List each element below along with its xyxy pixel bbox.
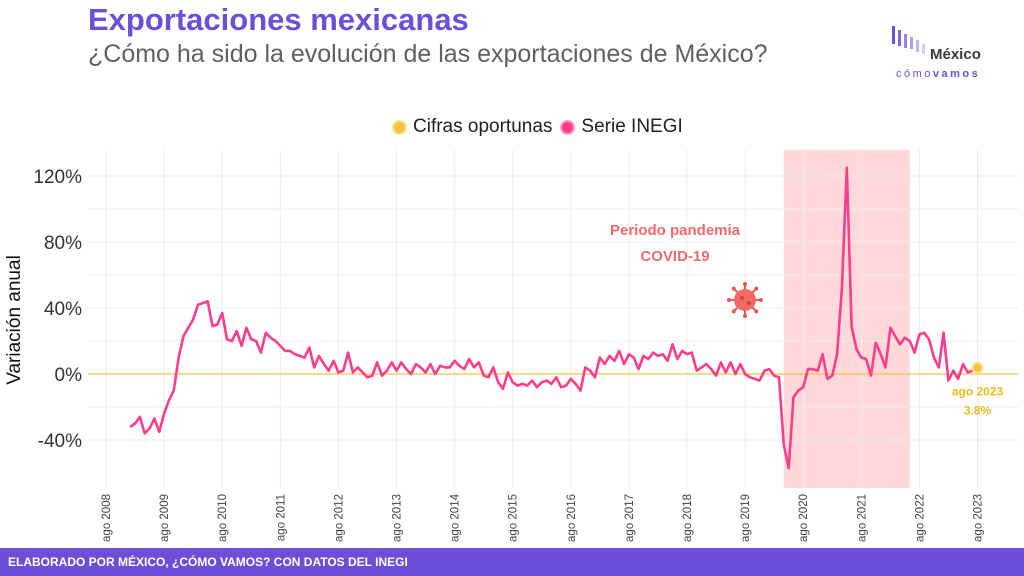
annotation-pandemic-line1: Periodo pandemia	[610, 222, 741, 239]
virus-icon	[727, 282, 763, 318]
page-subtitle: ¿Cómo ha sido la evolución de las export…	[88, 40, 768, 68]
y-tick-label: 120%	[33, 167, 82, 188]
x-tick-label: ago 2012	[333, 494, 345, 542]
logo-tagline: cómovamos	[896, 68, 981, 80]
legend-dot-icon	[392, 119, 407, 135]
x-tick-label: ago 2019	[740, 494, 752, 542]
logo-word: México	[930, 46, 981, 63]
y-tick-label: 40%	[44, 299, 82, 320]
x-tick-label: ago 2010	[217, 494, 229, 542]
logo: México cómovamos	[892, 24, 1002, 84]
y-axis-label: Variación anual	[4, 255, 25, 385]
line-chart: Variación anual -40% 0% 40% 80% 120% ago 200…	[4, 150, 1018, 542]
y-tick-label: -40%	[38, 431, 82, 452]
legend-label: Cifras oportunas	[413, 116, 553, 137]
x-tick-label: ago 2015	[508, 494, 520, 542]
annotation-pandemic-line2: COVID-19	[640, 248, 709, 265]
x-tick-label: ago 2011	[275, 494, 287, 541]
chart-legend: Cifras oportunas Serie INEGI	[392, 116, 691, 138]
x-tick-label: ago 2022	[914, 494, 926, 542]
x-tick-label: ago 2009	[159, 494, 171, 542]
logo-bars-icon	[892, 26, 925, 54]
legend-item-cifras-oportunas: Cifras oportunas	[392, 116, 552, 138]
x-tick-label: ago 2014	[450, 493, 462, 542]
chart-grid	[88, 150, 1018, 488]
x-tick-label: ago 2008	[101, 494, 113, 542]
page-title: Exportaciones mexicanas	[88, 2, 469, 37]
x-tick-label: ago 2016	[566, 494, 578, 542]
legend-label: Serie INEGI	[581, 116, 683, 137]
x-tick-label: ago 2017	[624, 494, 636, 542]
point-label-value: 3.8%	[964, 404, 992, 418]
point-cifras-oportunas	[971, 361, 984, 374]
point-label-date: ago 2023	[952, 385, 1004, 399]
x-tick-label: ago 2023	[973, 494, 985, 542]
footer-credit: ELABORADO POR MÉXICO, ¿CÓMO VAMOS? CON D…	[0, 548, 1024, 576]
x-tick-label: ago 2021	[856, 494, 868, 542]
x-tick-label: ago 2020	[798, 494, 810, 542]
x-tick-label: ago 2013	[392, 494, 404, 542]
x-tick-label: ago 2018	[682, 494, 694, 542]
legend-dot-icon	[560, 119, 576, 135]
legend-item-serie-inegi: Serie INEGI	[560, 116, 683, 138]
y-tick-label: 0%	[55, 365, 83, 386]
series-line-serie-inegi	[129, 166, 974, 470]
y-tick-label: 80%	[44, 233, 82, 254]
